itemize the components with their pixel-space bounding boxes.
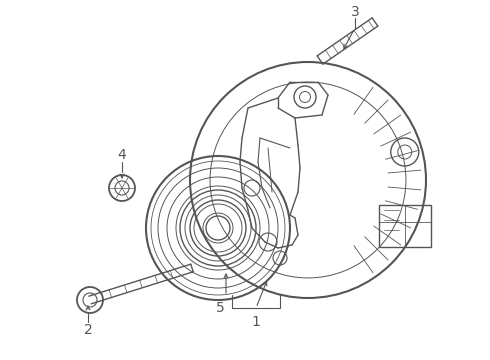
Bar <box>379 205 431 247</box>
Text: 3: 3 <box>351 5 359 19</box>
Text: 4: 4 <box>118 148 126 162</box>
Text: 1: 1 <box>251 315 261 329</box>
Text: 5: 5 <box>216 301 224 315</box>
Text: 2: 2 <box>84 323 93 337</box>
